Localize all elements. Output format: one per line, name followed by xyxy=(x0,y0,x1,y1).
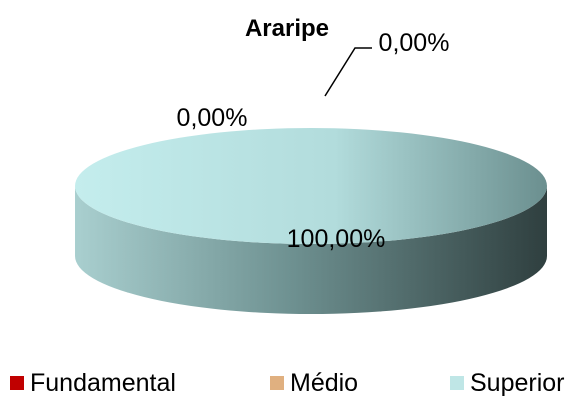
data-label-superior: 100,00% xyxy=(287,225,386,253)
legend-swatch-medio xyxy=(270,376,284,390)
chart-title: Araripe xyxy=(244,15,330,42)
legend-swatch-fundamental xyxy=(10,376,24,390)
leader-line-medio xyxy=(324,47,372,97)
legend-label-superior: Superior xyxy=(470,368,565,397)
legend-swatch-superior xyxy=(450,376,464,390)
legend-item-medio: Médio xyxy=(270,368,358,398)
legend: Fundamental Médio Superior xyxy=(0,368,574,398)
pie-slice-superior xyxy=(75,128,547,244)
legend-item-superior: Superior xyxy=(450,368,565,398)
data-label-medio: 0,00% xyxy=(379,29,450,57)
data-label-fundamental: 0,00% xyxy=(177,104,248,132)
legend-label-fundamental: Fundamental xyxy=(30,368,176,397)
legend-item-fundamental: Fundamental xyxy=(10,368,176,398)
legend-label-medio: Médio xyxy=(290,368,359,397)
pie-slice-side-superior xyxy=(75,186,547,314)
